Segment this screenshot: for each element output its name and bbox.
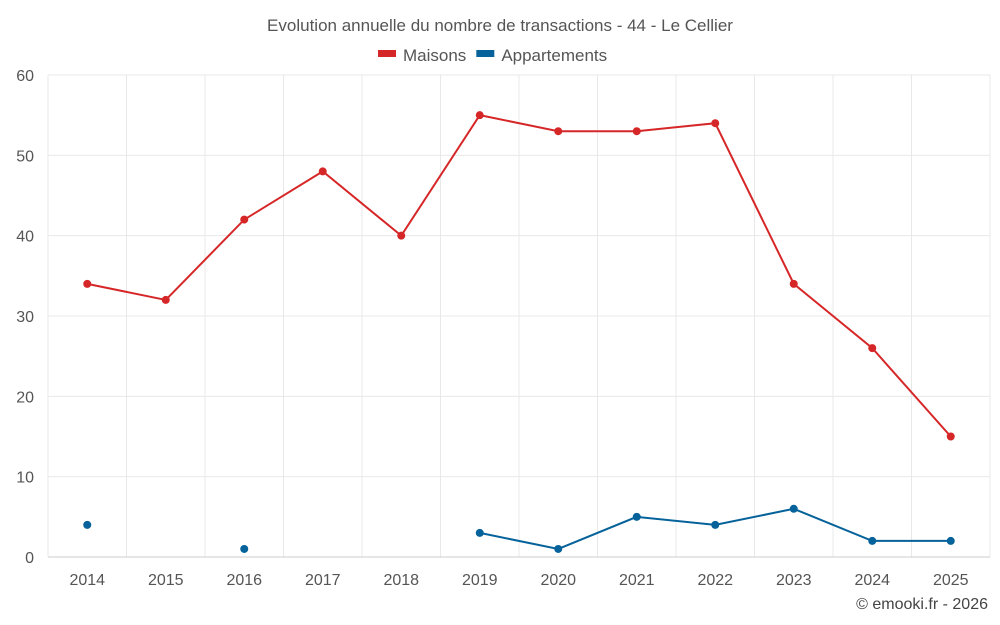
y-axis: 0 10 20 30 40 50 60	[16, 68, 34, 567]
data-point[interactable]	[240, 215, 249, 224]
series-maisons	[83, 111, 955, 441]
y-tick-label: 20	[16, 389, 34, 406]
data-point[interactable]	[240, 544, 249, 553]
data-point[interactable]	[868, 536, 877, 545]
x-axis: 2014 2015 2016 2017 2018 2019 2020 2021 2022 2023…	[69, 572, 968, 589]
x-tick-label: 2022	[697, 572, 733, 589]
data-point[interactable]	[83, 279, 92, 288]
x-tick-label: 2025	[933, 572, 969, 589]
legend-item-appartements[interactable]: Appartements	[476, 46, 607, 65]
legend-swatch	[476, 50, 495, 57]
data-point[interactable]	[475, 528, 484, 537]
chart-title: Evolution annuelle du nombre de transact…	[267, 16, 733, 35]
y-tick-label: 40	[16, 229, 34, 246]
data-point[interactable]	[554, 127, 563, 136]
legend[interactable]: Maisons Appartements	[378, 46, 607, 65]
legend-label: Appartements	[501, 46, 607, 65]
data-point[interactable]	[161, 295, 170, 304]
legend-label: Maisons	[403, 46, 466, 65]
data-point[interactable]	[711, 119, 720, 128]
grid	[47, 74, 991, 558]
data-point[interactable]	[868, 344, 877, 353]
data-point[interactable]	[711, 520, 720, 529]
data-point[interactable]	[789, 504, 798, 513]
x-tick-label: 2019	[462, 572, 498, 589]
data-point[interactable]	[318, 167, 327, 176]
data-point[interactable]	[946, 536, 955, 545]
x-tick-label: 2024	[854, 572, 890, 589]
x-tick-label: 2021	[619, 572, 655, 589]
credit-text: © emooki.fr - 2026	[856, 596, 988, 613]
legend-item-maisons[interactable]: Maisons	[378, 46, 466, 65]
series-line	[479, 507, 951, 551]
legend-swatch	[378, 50, 396, 57]
data-point[interactable]	[554, 544, 563, 553]
y-tick-label: 50	[16, 148, 34, 165]
data-point[interactable]	[475, 111, 484, 120]
y-tick-label: 0	[25, 550, 34, 567]
data-point[interactable]	[632, 512, 641, 521]
y-tick-label: 30	[16, 309, 34, 326]
x-tick-label: 2020	[540, 572, 576, 589]
x-tick-label: 2015	[148, 572, 184, 589]
series-line	[87, 114, 952, 438]
series-appartements	[83, 504, 955, 553]
x-tick-label: 2023	[776, 572, 812, 589]
x-tick-label: 2016	[226, 572, 262, 589]
data-point[interactable]	[946, 432, 955, 441]
x-tick-label: 2017	[305, 572, 341, 589]
y-tick-label: 60	[16, 68, 34, 85]
x-tick-label: 2018	[383, 572, 419, 589]
data-point[interactable]	[632, 127, 641, 136]
series-group	[83, 111, 955, 553]
data-point[interactable]	[397, 231, 406, 240]
data-point[interactable]	[789, 279, 798, 288]
y-tick-label: 10	[16, 470, 34, 487]
x-tick-label: 2014	[69, 572, 105, 589]
data-point[interactable]	[83, 520, 92, 529]
